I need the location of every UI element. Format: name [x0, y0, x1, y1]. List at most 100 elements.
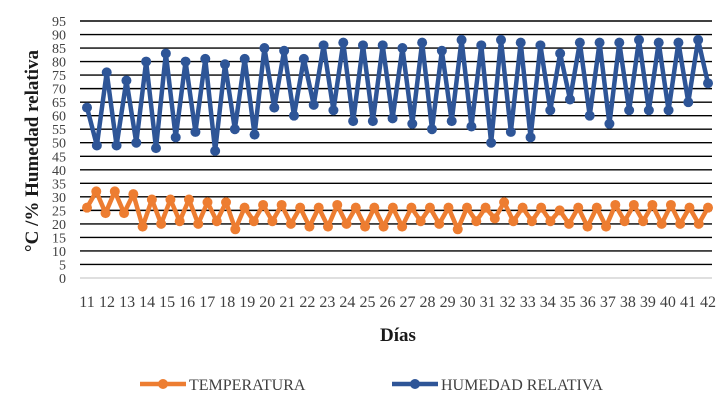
data-point [535, 40, 546, 51]
data-point [443, 202, 454, 213]
data-point [295, 202, 306, 213]
data-point [703, 202, 713, 213]
y-tick-label: 90 [52, 29, 66, 44]
y-tick-label: 65 [52, 96, 66, 111]
x-axis-title: Días [380, 325, 416, 346]
data-point [446, 116, 457, 127]
data-point [165, 194, 176, 205]
x-tick-label: 29 [440, 294, 456, 311]
y-tick-label: 85 [52, 42, 66, 57]
y-tick-label: 70 [52, 83, 66, 98]
x-tick-label: 21 [279, 294, 295, 311]
data-point [584, 110, 595, 121]
data-point [554, 205, 565, 216]
data-point [573, 202, 584, 213]
data-point [424, 202, 435, 213]
data-point [555, 48, 566, 59]
data-point [480, 202, 491, 213]
x-tick-label: 37 [600, 294, 616, 311]
data-point [397, 43, 408, 54]
y-tick-label: 30 [52, 191, 66, 206]
x-tick-label: 23 [319, 294, 335, 311]
data-point [574, 37, 585, 48]
data-point [285, 218, 296, 229]
data-point [350, 202, 361, 213]
data-point [170, 132, 181, 143]
data-point [259, 43, 270, 54]
data-point [624, 105, 635, 116]
legend-item: HUMEDAD RELATIVA [392, 377, 603, 394]
x-tick-label: 22 [299, 294, 315, 311]
legend-swatch-marker [158, 379, 168, 389]
data-point [276, 199, 287, 210]
data-point [489, 213, 500, 224]
y-tick-label: 40 [52, 164, 66, 179]
data-point [526, 216, 537, 227]
data-point [436, 45, 447, 56]
x-tick-label: 24 [339, 294, 355, 311]
x-tick-label: 13 [119, 294, 135, 311]
y-tick-label: 45 [52, 150, 66, 165]
data-point [508, 216, 519, 227]
data-point [684, 202, 695, 213]
data-point [619, 216, 630, 227]
data-point [318, 40, 329, 51]
data-point [471, 216, 482, 227]
y-tick-label: 15 [52, 231, 66, 246]
data-point [174, 216, 185, 227]
data-point [91, 140, 102, 151]
x-tick-label: 19 [239, 294, 255, 311]
data-point [563, 218, 574, 229]
x-tick-label: 31 [480, 294, 496, 311]
data-point [377, 40, 388, 51]
data-point [634, 34, 644, 45]
data-point [466, 121, 477, 132]
data-point [591, 202, 602, 213]
x-tick-label: 32 [500, 294, 516, 311]
data-point [341, 218, 352, 229]
legend-item: TEMPERATURA [140, 377, 306, 394]
x-tick-label: 35 [560, 294, 576, 311]
x-tick-label: 28 [420, 294, 436, 311]
data-point [462, 202, 473, 213]
data-point [156, 218, 167, 229]
legend-swatch-marker [410, 379, 420, 389]
y-tick-label: 75 [52, 69, 66, 84]
data-point [628, 199, 639, 210]
data-point [505, 126, 516, 137]
data-point [190, 126, 201, 137]
x-tick-label: 16 [179, 294, 195, 311]
data-point [249, 129, 260, 140]
data-point [663, 105, 674, 116]
data-point [180, 56, 191, 67]
legend-label: HUMEDAD RELATIVA [441, 377, 603, 394]
data-point [279, 45, 290, 56]
data-point [200, 53, 211, 64]
data-point [328, 105, 339, 116]
y-tick-label: 95 [52, 15, 66, 30]
data-point [221, 197, 232, 208]
data-point [91, 186, 102, 197]
data-point [638, 216, 649, 227]
data-point [703, 78, 713, 89]
data-point [220, 59, 230, 70]
x-tick-label: 38 [620, 294, 636, 311]
data-point [332, 199, 343, 210]
data-point [146, 194, 157, 205]
data-point [269, 102, 280, 113]
data-point [258, 199, 269, 210]
data-point [304, 221, 315, 232]
data-point [267, 216, 278, 227]
data-point [358, 40, 368, 51]
data-point [665, 199, 676, 210]
data-point [210, 145, 221, 156]
data-point [348, 116, 359, 127]
data-point [378, 221, 389, 232]
x-tick-label: 33 [520, 294, 536, 311]
data-point [693, 34, 704, 45]
y-tick-label: 25 [52, 204, 66, 219]
series-humedad-relativa [82, 34, 713, 156]
data-point [647, 199, 658, 210]
